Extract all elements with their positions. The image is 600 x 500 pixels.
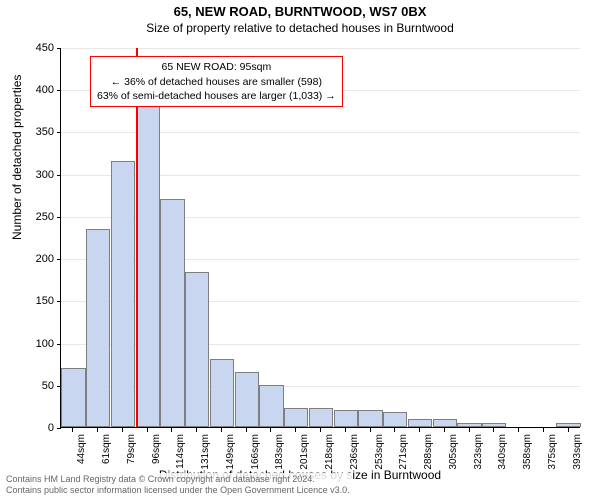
xtick-mark <box>469 428 470 432</box>
grid-line <box>61 48 580 49</box>
ytick-label: 50 <box>24 380 54 392</box>
xtick-mark <box>370 428 371 432</box>
histogram-bar <box>334 410 358 427</box>
xtick-label: 271sqm <box>398 434 409 470</box>
annotation-line: 63% of semi-detached houses are larger (… <box>97 89 336 103</box>
ytick-mark <box>57 90 61 91</box>
xtick-mark <box>196 428 197 432</box>
ytick-mark <box>57 428 61 429</box>
histogram-bar <box>160 199 184 427</box>
xtick-mark <box>147 428 148 432</box>
ytick-label: 450 <box>24 42 54 54</box>
xtick-label: 236sqm <box>349 434 360 470</box>
xtick-label: 305sqm <box>448 434 459 470</box>
xtick-label: 253sqm <box>374 434 385 470</box>
footer-line: Contains HM Land Registry data © Crown c… <box>6 474 350 486</box>
xtick-label: 358sqm <box>522 434 533 470</box>
y-axis-label: Number of detached properties <box>10 75 24 240</box>
ytick-label: 400 <box>24 84 54 96</box>
xtick-label: 183sqm <box>274 434 285 470</box>
xtick-label: 131sqm <box>200 434 211 470</box>
xtick-label: 375sqm <box>547 434 558 470</box>
histogram-bar <box>457 423 481 427</box>
histogram-bar <box>235 372 259 427</box>
chart-subtitle: Size of property relative to detached ho… <box>0 19 600 35</box>
xtick-mark <box>518 428 519 432</box>
ytick-mark <box>57 301 61 302</box>
xtick-label: 96sqm <box>151 434 162 464</box>
histogram-bar <box>111 161 135 427</box>
histogram-bar <box>482 423 506 427</box>
xtick-mark <box>270 428 271 432</box>
ytick-label: 300 <box>24 169 54 181</box>
xtick-label: 340sqm <box>497 434 508 470</box>
chart-container: 65, NEW ROAD, BURNTWOOD, WS7 0BX Size of… <box>0 0 600 500</box>
xtick-label: 44sqm <box>76 434 87 464</box>
xtick-mark <box>295 428 296 432</box>
ytick-mark <box>57 259 61 260</box>
ytick-label: 100 <box>24 338 54 350</box>
xtick-mark <box>419 428 420 432</box>
xtick-mark <box>394 428 395 432</box>
histogram-bar <box>408 419 432 427</box>
plot-area: 65 NEW ROAD: 95sqm ← 36% of detached hou… <box>60 48 580 428</box>
xtick-mark <box>171 428 172 432</box>
xtick-label: 166sqm <box>250 434 261 470</box>
ytick-label: 250 <box>24 211 54 223</box>
xtick-label: 114sqm <box>175 434 186 469</box>
xtick-mark <box>493 428 494 432</box>
ytick-mark <box>57 48 61 49</box>
footer-attribution: Contains HM Land Registry data © Crown c… <box>4 473 352 498</box>
ytick-mark <box>57 132 61 133</box>
annotation-line: ← 36% of detached houses are smaller (59… <box>97 75 336 89</box>
xtick-mark <box>345 428 346 432</box>
histogram-bar <box>556 423 580 427</box>
ytick-mark <box>57 344 61 345</box>
histogram-bar <box>433 419 457 427</box>
ytick-label: 0 <box>24 422 54 434</box>
histogram-bar <box>383 412 407 427</box>
xtick-mark <box>444 428 445 432</box>
xtick-mark <box>320 428 321 432</box>
xtick-label: 79sqm <box>126 434 137 464</box>
xtick-mark <box>543 428 544 432</box>
xtick-label: 288sqm <box>423 434 434 470</box>
histogram-bar <box>61 368 85 427</box>
annotation-box: 65 NEW ROAD: 95sqm ← 36% of detached hou… <box>90 56 343 107</box>
ytick-label: 150 <box>24 295 54 307</box>
histogram-bar <box>185 272 209 427</box>
xtick-label: 61sqm <box>101 434 112 464</box>
xtick-label: 201sqm <box>299 434 310 470</box>
footer-line: Contains public sector information licen… <box>6 485 350 497</box>
ytick-label: 200 <box>24 253 54 265</box>
histogram-bar <box>259 385 283 427</box>
xtick-mark <box>221 428 222 432</box>
histogram-bar <box>284 408 308 427</box>
xtick-label: 323sqm <box>473 434 484 470</box>
xtick-label: 149sqm <box>225 434 236 470</box>
xtick-mark <box>72 428 73 432</box>
histogram-bar <box>136 106 160 427</box>
xtick-mark <box>568 428 569 432</box>
histogram-bar <box>210 359 234 427</box>
chart-title: 65, NEW ROAD, BURNTWOOD, WS7 0BX <box>0 0 600 19</box>
xtick-label: 218sqm <box>324 434 335 470</box>
xtick-mark <box>122 428 123 432</box>
annotation-line: 65 NEW ROAD: 95sqm <box>97 60 336 74</box>
histogram-bar <box>309 408 333 427</box>
xtick-mark <box>97 428 98 432</box>
histogram-bar <box>86 229 110 427</box>
histogram-bar <box>358 410 382 427</box>
ytick-mark <box>57 217 61 218</box>
ytick-mark <box>57 175 61 176</box>
ytick-label: 350 <box>24 126 54 138</box>
xtick-mark <box>246 428 247 432</box>
xtick-label: 393sqm <box>572 434 583 470</box>
